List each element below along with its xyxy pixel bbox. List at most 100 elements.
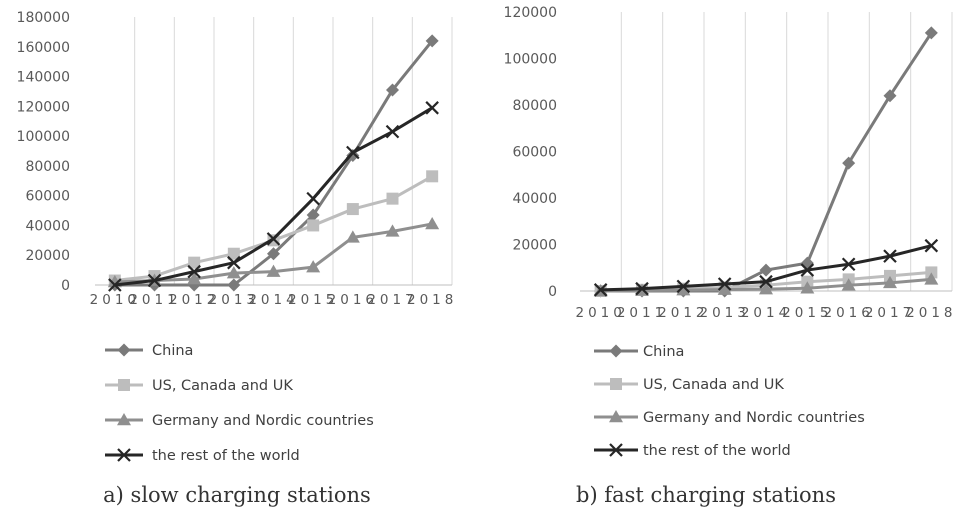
x-tick-label: 2012 xyxy=(658,305,708,321)
data-point-the-rest-of-the-world xyxy=(883,249,897,263)
data-point-germany-and-nordic-countries xyxy=(759,282,773,295)
legend-label-china: China xyxy=(643,344,684,360)
data-point-china xyxy=(924,26,938,40)
legend-marker-the-rest-of-the-world xyxy=(117,448,131,462)
data-point-the-rest-of-the-world xyxy=(227,255,241,270)
data-point-germany-and-nordic-countries xyxy=(800,281,815,294)
data-point-the-rest-of-the-world xyxy=(800,263,815,277)
data-point-china xyxy=(306,208,320,222)
data-point-the-rest-of-the-world-stroke-2 xyxy=(385,124,400,139)
y-tick-label: 0 xyxy=(61,278,70,294)
data-point-china xyxy=(227,278,241,292)
x-tick-label: 2017 xyxy=(865,305,915,321)
data-point-the-rest-of-the-world-stroke-2 xyxy=(227,255,241,270)
series-line-china xyxy=(600,32,933,293)
data-point-germany-and-nordic-countries xyxy=(841,278,856,291)
data-point-the-rest-of-the-world xyxy=(147,273,162,288)
data-point-the-rest-of-the-world xyxy=(306,191,320,206)
y-tick-label: 140000 xyxy=(17,70,70,86)
y-tick-label: 60000 xyxy=(512,145,557,161)
x-tick-label: 2017 xyxy=(367,292,417,308)
legend-label-germany-and-nordic-countries: Germany and Nordic countries xyxy=(152,413,374,429)
y-tick-label: 0 xyxy=(548,284,557,300)
data-point-the-rest-of-the-world xyxy=(346,145,360,160)
data-point-us-canada-and-uk xyxy=(227,247,240,260)
legend-marker-the-rest-of-the-world-stroke-2 xyxy=(117,448,131,462)
data-point-germany-and-nordic-countries xyxy=(924,272,939,285)
data-point-the-rest-of-the-world-stroke-2 xyxy=(759,274,773,289)
data-point-china xyxy=(842,156,856,170)
x-tick-label: 2018 xyxy=(906,305,956,321)
data-point-china xyxy=(883,89,897,103)
y-tick-label: 160000 xyxy=(17,40,70,56)
x-tick-label: 2018 xyxy=(407,292,457,308)
legend-marker-china xyxy=(609,344,623,358)
data-point-the-rest-of-the-world xyxy=(717,277,732,291)
legend-marker-germany-and-nordic-countries xyxy=(609,410,623,423)
x-tick-label: 2011 xyxy=(129,292,179,308)
data-point-the-rest-of-the-world-stroke-2 xyxy=(108,278,122,292)
data-point-germany-and-nordic-countries xyxy=(187,272,202,285)
x-tick-label: 2010 xyxy=(90,292,140,308)
x-tick-label: 2014 xyxy=(248,292,298,308)
data-point-the-rest-of-the-world-stroke-2 xyxy=(635,281,649,296)
data-point-us-canada-and-uk xyxy=(426,170,439,183)
legend-marker-us-canada-and-uk xyxy=(610,378,622,390)
data-point-us-canada-and-uk xyxy=(307,219,320,232)
data-point-the-rest-of-the-world-stroke-2 xyxy=(306,191,320,206)
data-point-the-rest-of-the-world xyxy=(425,101,439,115)
data-point-the-rest-of-the-world xyxy=(385,124,400,139)
data-point-china xyxy=(759,263,773,277)
legend-label-germany-and-nordic-countries: Germany and Nordic countries xyxy=(643,410,865,426)
chart-panel-fast: 0200004000060000800001000001200002010201… xyxy=(504,5,956,507)
x-tick-label: 2016 xyxy=(823,305,873,321)
data-point-the-rest-of-the-world-stroke-2 xyxy=(593,283,608,297)
y-tick-label: 40000 xyxy=(25,218,70,234)
y-tick-label: 120000 xyxy=(17,99,70,115)
data-point-germany-and-nordic-countries xyxy=(676,283,691,296)
data-point-the-rest-of-the-world-stroke-2 xyxy=(425,101,439,115)
data-point-the-rest-of-the-world xyxy=(593,283,608,297)
data-point-us-canada-and-uk xyxy=(386,192,399,205)
legend-marker-china xyxy=(117,343,131,357)
data-point-china xyxy=(425,34,439,48)
chart-caption: a) slow charging stations xyxy=(103,483,371,507)
legend-label-us-canada-and-uk: US, Canada and UK xyxy=(643,377,784,393)
data-point-germany-and-nordic-countries xyxy=(266,264,281,277)
data-point-us-canada-and-uk xyxy=(188,256,201,269)
y-tick-label: 40000 xyxy=(512,191,557,207)
data-point-the-rest-of-the-world xyxy=(924,238,939,253)
data-point-germany-and-nordic-countries xyxy=(345,230,360,243)
legend-label-the-rest-of-the-world: the rest of the world xyxy=(152,448,300,464)
legend-marker-the-rest-of-the-world xyxy=(609,443,623,457)
x-tick-label: 2015 xyxy=(782,305,832,321)
data-point-germany-and-nordic-countries xyxy=(306,260,321,273)
data-point-us-canada-and-uk xyxy=(346,203,359,216)
x-tick-label: 2016 xyxy=(328,292,378,308)
data-point-the-rest-of-the-world-stroke-2 xyxy=(266,232,281,246)
y-tick-label: 120000 xyxy=(504,5,557,21)
data-point-the-rest-of-the-world-stroke-2 xyxy=(841,257,856,272)
legend-label-china: China xyxy=(152,343,193,359)
data-point-the-rest-of-the-world xyxy=(187,264,201,279)
y-tick-label: 80000 xyxy=(25,159,70,175)
data-point-the-rest-of-the-world-stroke-2 xyxy=(883,249,897,263)
x-tick-label: 2015 xyxy=(288,292,338,308)
data-point-the-rest-of-the-world-stroke-2 xyxy=(717,277,732,291)
data-point-china xyxy=(267,247,280,261)
chart-panel-slow: 0 20000 40000 60000 80000 100000 120000 140000 1… xyxy=(17,10,457,507)
data-point-germany-and-nordic-countries xyxy=(385,224,400,237)
data-point-the-rest-of-the-world-stroke-2 xyxy=(187,264,201,279)
y-tick-label: 20000 xyxy=(25,248,70,264)
legend-marker-us-canada-and-uk xyxy=(118,379,130,391)
y-tick-label: 100000 xyxy=(17,129,70,145)
data-point-the-rest-of-the-world xyxy=(759,274,773,289)
x-tick-label: 2014 xyxy=(741,305,791,321)
x-tick-label: 2010 xyxy=(575,305,625,321)
data-point-germany-and-nordic-countries xyxy=(226,266,241,279)
y-tick-label: 20000 xyxy=(512,238,557,254)
y-tick-label: 60000 xyxy=(25,189,70,205)
chart-caption: b) fast charging stations xyxy=(576,483,836,507)
data-point-the-rest-of-the-world-stroke-2 xyxy=(147,273,162,288)
